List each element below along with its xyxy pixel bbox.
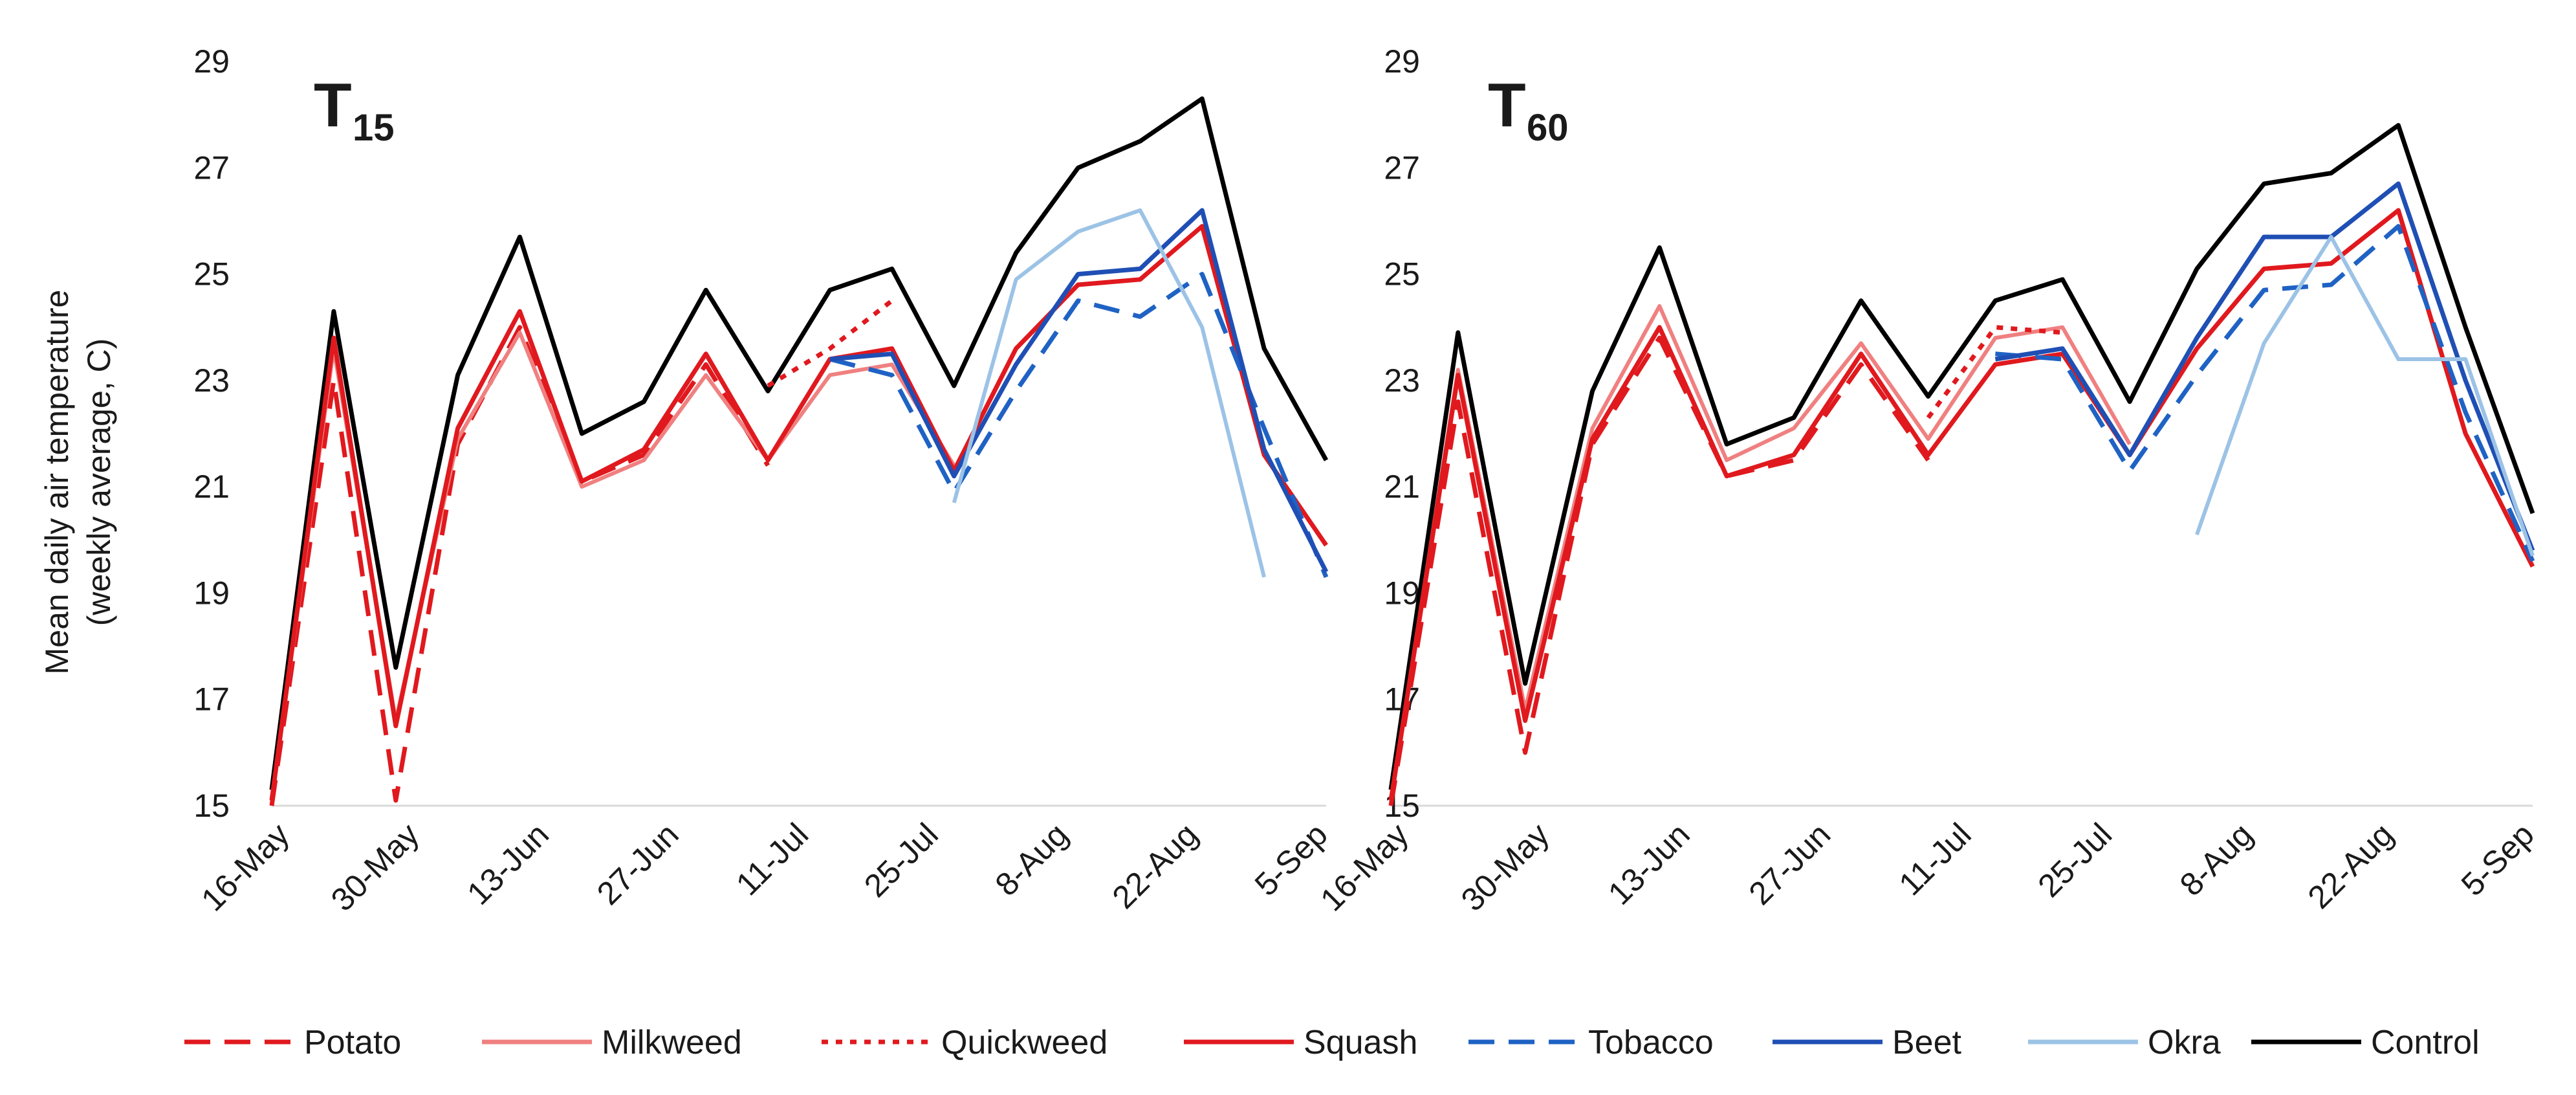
line-okra bbox=[2197, 237, 2533, 556]
line-potato bbox=[272, 327, 768, 806]
y-tick-label: 29 bbox=[193, 43, 230, 80]
panel-title: T bbox=[314, 71, 352, 140]
legend-item-milkweed: Milkweed bbox=[482, 1024, 742, 1061]
series-beet bbox=[1995, 184, 2533, 551]
x-tick-label: 8-Aug bbox=[2173, 816, 2260, 903]
legend-label: Quickweed bbox=[941, 1024, 1108, 1061]
x-tick-label: 25-Jul bbox=[2031, 816, 2119, 904]
legend-item-tobacco: Tobacco bbox=[1468, 1024, 1714, 1061]
panel-title-subscript: 15 bbox=[353, 107, 395, 149]
series-squash bbox=[1391, 210, 2533, 801]
legend-item-okra: Okra bbox=[2028, 1024, 2221, 1061]
y-tick-label: 17 bbox=[193, 681, 230, 718]
line-beet bbox=[1995, 184, 2533, 551]
x-tick-label: 16-May bbox=[1313, 816, 1415, 918]
y-tick-label: 27 bbox=[193, 149, 230, 186]
series-control bbox=[1391, 126, 2533, 790]
y-tick-label: 21 bbox=[1384, 469, 1420, 505]
x-tick-label: 30-May bbox=[1454, 816, 1556, 918]
y-tick-label: 19 bbox=[1384, 575, 1420, 611]
x-tick-label: 16-May bbox=[194, 816, 296, 918]
y-tick-label: 25 bbox=[193, 256, 230, 293]
series-quickweed bbox=[768, 301, 892, 386]
series-control bbox=[272, 98, 1326, 790]
line-squash bbox=[1391, 210, 2533, 801]
x-tick-label: 27-Jun bbox=[1742, 816, 1838, 912]
line-beet bbox=[830, 210, 1326, 572]
x-tick-label: 8-Aug bbox=[988, 816, 1075, 903]
y-tick-label: 23 bbox=[1384, 362, 1420, 399]
x-tick-label: 5-Sep bbox=[2454, 816, 2541, 903]
x-tick-label: 22-Aug bbox=[2301, 816, 2401, 916]
legend-label: Tobacco bbox=[1588, 1024, 1714, 1061]
x-tick-label: 13-Jun bbox=[460, 816, 556, 912]
legend-label: Beet bbox=[1892, 1024, 1962, 1061]
panel-title-subscript: 60 bbox=[1527, 107, 1569, 149]
line-quickweed bbox=[768, 301, 892, 386]
x-tick-label: 11-Jul bbox=[1892, 816, 1978, 902]
legend-label: Okra bbox=[2148, 1024, 2221, 1061]
x-tick-label: 25-Jul bbox=[857, 816, 945, 904]
series-beet bbox=[830, 210, 1326, 572]
x-tick-label: 27-Jun bbox=[590, 816, 686, 912]
x-tick-label: 11-Jul bbox=[729, 816, 815, 902]
y-tick-label: 19 bbox=[193, 575, 230, 611]
legend-label: Control bbox=[2371, 1024, 2480, 1061]
line-milkweed bbox=[272, 333, 954, 801]
legend: Potato Milkweed Quickweed Squash Tobacco Beet… bbox=[184, 1024, 2480, 1061]
x-tick-label: 30-May bbox=[324, 816, 426, 918]
line-control bbox=[1391, 126, 2533, 790]
line-control bbox=[272, 99, 1326, 790]
y-tick-label: 27 bbox=[1384, 149, 1420, 186]
y-tick-label: 23 bbox=[193, 362, 230, 399]
x-tick-label: 22-Aug bbox=[1106, 816, 1205, 916]
y-axis-label-units: (weekly average, C) bbox=[81, 338, 117, 626]
legend-item-squash: Squash bbox=[1184, 1024, 1417, 1061]
panel-title: T bbox=[1488, 71, 1526, 140]
series-okra bbox=[2197, 237, 2533, 556]
y-tick-label: 29 bbox=[1384, 43, 1420, 80]
legend-item-control: Control bbox=[2251, 1024, 2480, 1061]
legend-label: Squash bbox=[1304, 1024, 1417, 1061]
legend-item-potato: Potato bbox=[184, 1024, 401, 1061]
series-milkweed bbox=[272, 333, 954, 801]
legend-label: Potato bbox=[304, 1024, 401, 1061]
y-tick-label: 15 bbox=[193, 788, 230, 824]
series-potato bbox=[272, 327, 768, 806]
y-axis-label: Mean daily air temperature bbox=[39, 290, 75, 675]
y-tick-label: 25 bbox=[1384, 256, 1420, 293]
x-tick-label: 13-Jun bbox=[1601, 816, 1697, 912]
legend-item-beet: Beet bbox=[1773, 1024, 1962, 1061]
y-tick-label: 21 bbox=[193, 469, 230, 505]
legend-label: Milkweed bbox=[602, 1024, 742, 1061]
panel-t15: 15 17 19 21 23 25 27 29 16-May 30-May 13-Jun 27-Jun… bbox=[193, 43, 1334, 918]
legend-item-quickweed: Quickweed bbox=[822, 1024, 1108, 1061]
